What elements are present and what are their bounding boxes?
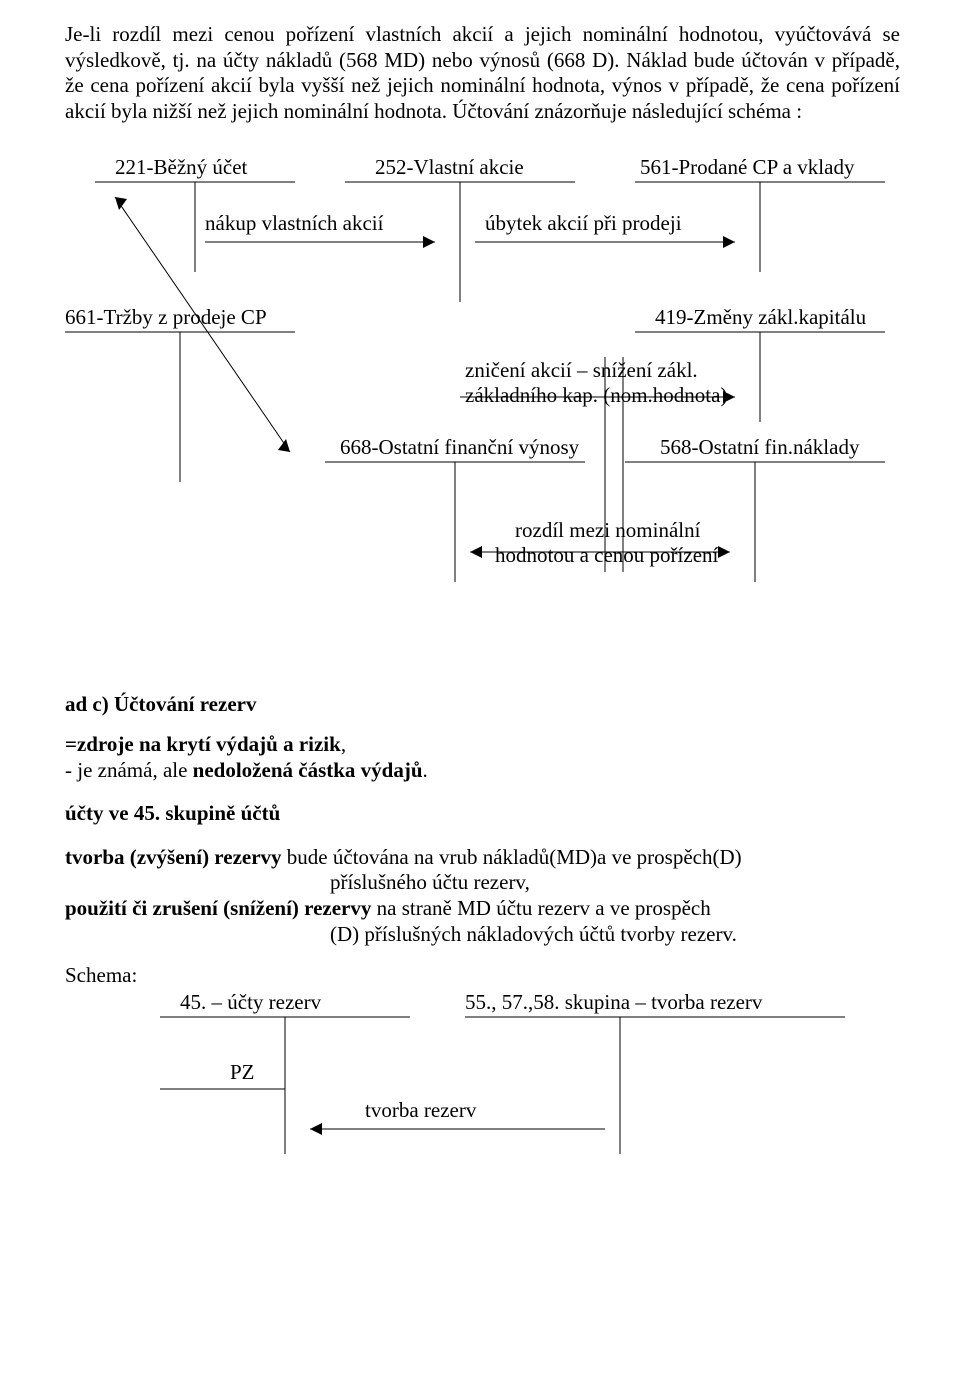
heading-adc: ad c) Účtování rezerv [65,692,900,718]
d2-tvorba-rezerv: tvorba rezerv [365,1098,477,1122]
label-rozdil-1: rozdíl mezi nominální [515,518,701,542]
pouziti-rest: na straně MD účtu rezerv a ve prospěch [371,896,710,920]
label-ubytek: úbytek akcií při prodeji [485,211,682,235]
acct-568-label: 568-Ostatní fin.náklady [660,435,860,459]
line-tvorba2: příslušného účtu rezerv, [330,870,900,896]
acct-419-label: 419-Změny zákl.kapitálu [655,305,867,329]
accounting-diagram-2: 45. – účty rezerv 55., 57.,58. skupina –… [65,989,900,1159]
zdroje-strong: =zdroje na krytí výdajů a rizik [65,732,341,756]
tvorba-rest: bude účtována na vrub nákladů(MD)a ve pr… [282,845,742,869]
label-rozdil-2: hodnotou a cenou pořízení [495,543,719,567]
tvorba-strong: tvorba (zvýšení) rezervy [65,845,282,869]
je-znama-pre: - je známá, ale [65,758,193,782]
acct-661-label: 661-Tržby z prodeje CP [65,305,267,329]
line-pouziti: použití či zrušení (snížení) rezervy na … [65,896,900,922]
acct-561-label: 561-Prodané CP a vklady [640,155,855,179]
label-nakup: nákup vlastních akcií [205,211,384,235]
label-zniceni-1: zničení akcií – snížení zákl. [465,358,698,382]
d2-right-title: 55., 57.,58. skupina – tvorba rezerv [465,990,763,1014]
schema-label: Schema: [65,963,900,989]
line-tvorba: tvorba (zvýšení) rezervy bude účtována n… [65,845,900,871]
je-znama-strong: nedoložená částka výdajů [193,758,423,782]
heading-ucty45: účty ve 45. skupině účtů [65,801,900,827]
zdroje-comma: , [341,732,346,756]
accounting-diagram-1: 221-Běžný účet 252-Vlastní akcie 561-Pro… [65,152,900,662]
line-pouziti2: (D) příslušných nákladových účtů tvorby … [330,922,900,948]
d2-pz: PZ [230,1060,255,1084]
acct-221-label: 221-Běžný účet [115,155,248,179]
label-zniceni-2: základního kap. (nom.hodnota) [465,383,727,407]
acct-252-label: 252-Vlastní akcie [375,155,524,179]
je-znama-post: . [423,758,428,782]
pouziti-strong: použití či zrušení (snížení) rezervy [65,896,371,920]
acct-668-label: 668-Ostatní finanční výnosy [340,435,580,459]
line-je-znama: - je známá, ale nedoložená částka výdajů… [65,758,900,784]
line-zdroje: =zdroje na krytí výdajů a rizik, [65,732,900,758]
d2-left-title: 45. – účty rezerv [180,990,322,1014]
intro-paragraph: Je-li rozdíl mezi cenou pořízení vlastní… [65,22,900,124]
